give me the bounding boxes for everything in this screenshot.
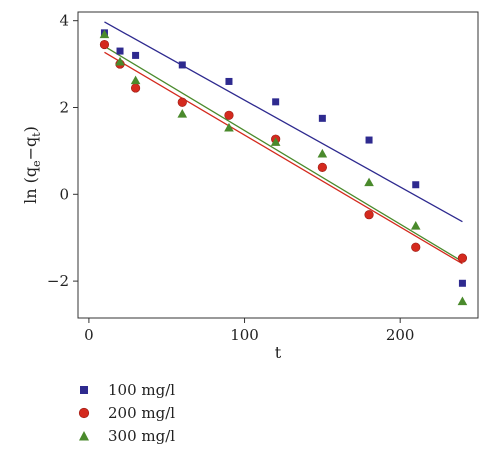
legend-label: 200 mg/l (108, 403, 176, 422)
data-point-series-2 (130, 83, 141, 93)
data-point-series-3 (270, 137, 281, 146)
legend-label: 100 mg/l (108, 380, 176, 399)
y-tick-label: 4 (59, 12, 69, 30)
data-point-series-3 (317, 148, 328, 158)
y-tick-label: 2 (59, 98, 69, 116)
data-point-series-2 (411, 242, 421, 252)
data-point-series-3 (177, 109, 188, 118)
y-tick-label: −2 (47, 272, 69, 290)
y-axis-label-part: ) (21, 126, 40, 132)
legend-item-200: 200 mg/l (78, 401, 175, 424)
plot-frame (77, 11, 479, 319)
legend-label: 300 mg/l (108, 426, 176, 445)
data-points (99, 29, 468, 306)
fit-line-series-3 (104, 45, 463, 263)
y-axis-label: ln (qe−qt) (21, 126, 43, 204)
legend-item-100: 100 mg/l (78, 378, 175, 401)
legend-item-300: 300 mg/l (78, 424, 175, 447)
data-point-series-2 (457, 253, 468, 263)
data-point-series-1 (318, 114, 326, 122)
fit-line-series-1 (104, 21, 463, 223)
data-point-series-1 (132, 51, 140, 59)
y-axis-label-part: −q (21, 137, 40, 161)
fit-lines (104, 21, 463, 265)
data-point-series-3 (364, 177, 374, 187)
data-point-series-3 (99, 29, 110, 39)
data-point-series-2 (317, 162, 327, 172)
data-point-series-3 (115, 56, 125, 66)
circle-marker-icon (78, 407, 108, 419)
data-point-series-1 (365, 136, 373, 144)
data-point-series-3 (457, 296, 468, 306)
data-point-series-1 (116, 47, 124, 55)
triangle-marker-icon (78, 430, 108, 442)
data-point-series-2 (364, 210, 374, 220)
y-tick-label: 0 (59, 185, 69, 203)
x-tick-label: 100 (230, 326, 259, 344)
fit-line-series-2 (104, 51, 463, 265)
data-point-series-3 (130, 75, 141, 85)
x-tick-marks (88, 318, 401, 323)
data-point-series-3 (410, 220, 421, 230)
x-tick-labels: 0 100 200 (84, 326, 414, 344)
data-point-series-2 (224, 110, 234, 120)
x-tick-label: 200 (386, 326, 415, 344)
y-axis-label-subscript: e (30, 160, 43, 167)
data-point-series-3 (224, 122, 234, 132)
y-axis-label-part: ln (q (21, 167, 40, 204)
data-point-series-1 (272, 98, 280, 106)
y-tick-labels: −2 0 2 4 (47, 12, 69, 290)
data-point-series-1 (225, 77, 233, 85)
data-point-series-2 (99, 39, 110, 50)
svg-text:ln (qe−qt): ln (qe−qt) (21, 126, 43, 204)
data-point-series-1 (412, 181, 420, 189)
data-point-series-1 (178, 61, 186, 69)
data-point-series-2 (177, 97, 187, 107)
square-marker-icon (78, 384, 108, 396)
y-axis-label-subscript: t (30, 132, 43, 137)
y-tick-marks (73, 20, 78, 282)
legend: 100 mg/l 200 mg/l 300 mg/l (78, 378, 175, 447)
data-point-series-1 (458, 279, 466, 287)
x-axis-label: t (275, 343, 282, 362)
x-tick-label: 0 (84, 326, 94, 344)
